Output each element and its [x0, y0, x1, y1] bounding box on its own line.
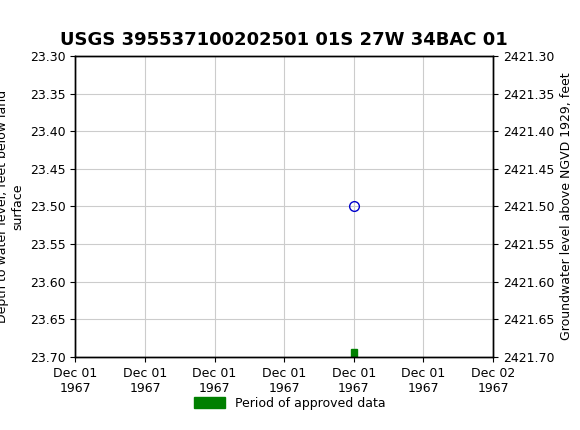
Title: USGS 395537100202501 01S 27W 34BAC 01: USGS 395537100202501 01S 27W 34BAC 01: [60, 31, 508, 49]
Y-axis label: Depth to water level, feet below land
surface: Depth to water level, feet below land su…: [0, 90, 24, 323]
Bar: [351, 350, 357, 365]
Y-axis label: Groundwater level above NGVD 1929, feet: Groundwater level above NGVD 1929, feet: [560, 73, 573, 340]
Text: ╳USGS: ╳USGS: [3, 8, 74, 31]
Legend: Period of approved data: Period of approved data: [189, 392, 391, 415]
